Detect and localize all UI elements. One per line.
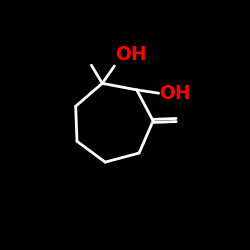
Text: OH: OH [160, 84, 191, 103]
Text: OH: OH [115, 45, 147, 64]
